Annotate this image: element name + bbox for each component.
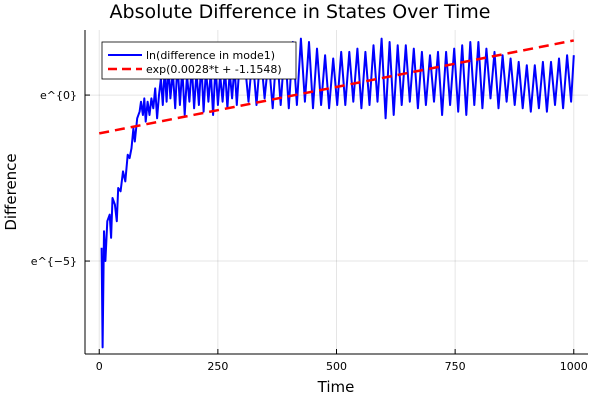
series-line-difference bbox=[100, 37, 575, 349]
x-axis-label: Time bbox=[317, 378, 355, 396]
chart-title: Absolute Difference in States Over Time bbox=[110, 1, 491, 23]
y-tick-label: e^{−5} bbox=[31, 255, 77, 268]
x-tick-label: 500 bbox=[326, 360, 347, 373]
y-tick-label: e^{0} bbox=[40, 89, 77, 102]
legend-label-1: ln(difference in mode1) bbox=[146, 49, 275, 62]
x-tick-label: 1000 bbox=[560, 360, 588, 373]
series-line-exp-fit bbox=[98, 39, 575, 135]
y-axis-label: Difference bbox=[2, 153, 20, 230]
x-tick-label: 250 bbox=[207, 360, 228, 373]
x-tick-label: 0 bbox=[96, 360, 103, 373]
legend-box bbox=[101, 41, 297, 80]
legend-label-2: exp(0.0028*t + -1.1548) bbox=[146, 63, 282, 76]
legend: ln(difference in mode1) exp(0.0028*t + -… bbox=[101, 41, 297, 80]
x-tick-label: 750 bbox=[445, 360, 466, 373]
